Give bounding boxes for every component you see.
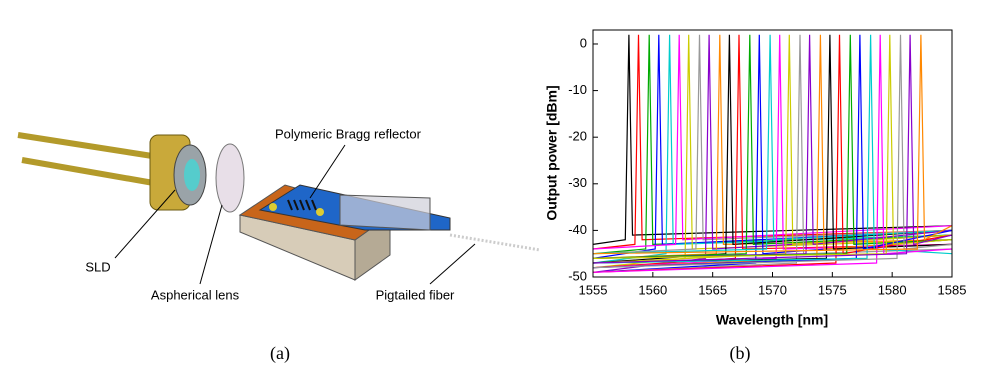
label: Aspherical lens [151, 287, 240, 302]
leader [309, 144, 346, 199]
diagram: Polymeric Bragg reflector SLD Aspherical… [17, 126, 541, 364]
caption: (b) [730, 343, 751, 364]
spectrum-line [592, 34, 953, 264]
x-axis-label: Wavelength [nm] [716, 312, 828, 328]
x-tick-label: 1560 [638, 282, 667, 297]
spectrum-line [592, 34, 953, 245]
chart: Wavelength [nm] Output power [dBm] (b) 1… [544, 29, 967, 364]
x-tick-label: 1575 [818, 282, 847, 297]
leader [114, 189, 176, 259]
lens [215, 143, 245, 213]
y-tick-label: -20 [568, 129, 587, 144]
spectrum-line [592, 34, 953, 264]
y-tick-label: -30 [568, 175, 587, 190]
x-tick-label: 1580 [878, 282, 907, 297]
x-tick-label: 1555 [579, 282, 608, 297]
label: Pigtailed fiber [376, 287, 455, 302]
fiber-holder [339, 194, 431, 231]
spectrum-line [592, 34, 953, 259]
label: SLD [85, 259, 110, 274]
leader [199, 204, 223, 285]
leader [429, 243, 476, 285]
label: Polymeric Bragg reflector [275, 126, 422, 141]
grating [287, 199, 317, 211]
y-axis-label: Output power [dBm] [544, 85, 560, 220]
spectrum-line [592, 34, 953, 273]
y-tick-label: 0 [580, 35, 587, 50]
spectrum-line [592, 34, 953, 255]
y-tick-label: -40 [568, 222, 587, 237]
caption: (a) [270, 343, 290, 364]
y-tick-label: -10 [568, 82, 587, 97]
lead-pin [21, 157, 166, 188]
lead-pin [17, 132, 166, 161]
spectrum-line [592, 34, 953, 259]
pad [316, 208, 324, 216]
fiber [449, 233, 541, 252]
y-tick-label: -50 [568, 268, 587, 283]
spectrum-line [592, 34, 953, 250]
spectrum-line [592, 34, 953, 269]
x-tick-label: 1570 [758, 282, 787, 297]
x-tick-label: 1565 [698, 282, 727, 297]
x-tick-label: 1585 [938, 282, 967, 297]
sld-window [184, 159, 200, 191]
pad [269, 203, 277, 211]
